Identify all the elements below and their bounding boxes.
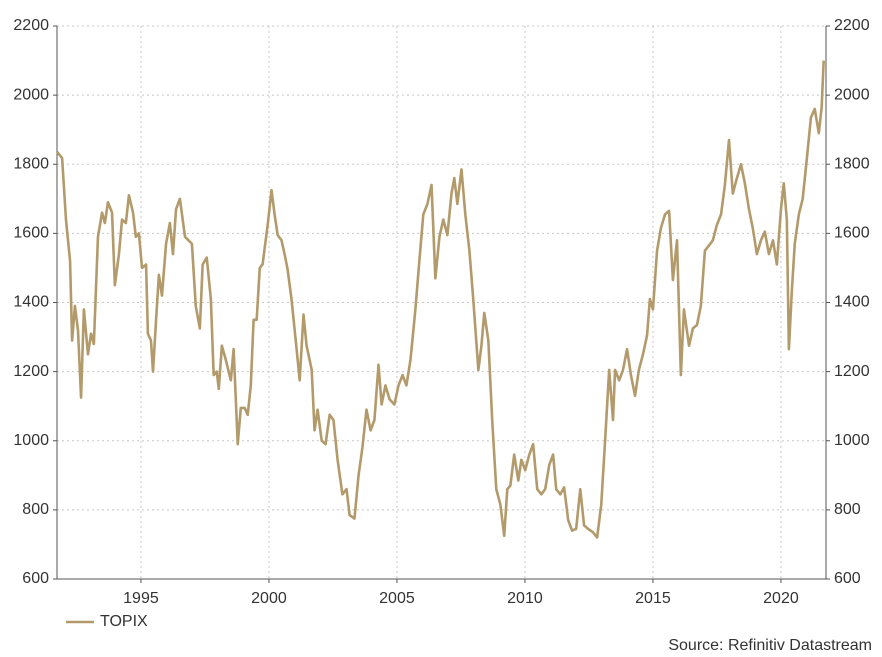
series-line [55,60,825,539]
y-tick-label: 1600 [13,225,49,242]
y-tick-label: 2200 [13,17,49,34]
legend-label: TOPIX [100,613,148,630]
y2-tick-label: 2200 [834,17,870,34]
y2-tick-label: 1400 [834,294,870,311]
source-note: Source: Refinitiv Datastream [668,637,872,654]
y2-tick-label: 800 [834,501,861,518]
y2-tick-label: 1600 [834,225,870,242]
y2-tick-label: 1200 [834,363,870,380]
y-tick-label: 1400 [13,294,49,311]
y2-tick-label: 600 [834,570,861,587]
x-tick-label: 1995 [123,590,159,607]
y-tick-label: 1800 [13,155,49,172]
y-tick-label: 800 [22,501,49,518]
y-tick-label: 2000 [13,86,49,103]
y2-tick-label: 1800 [834,155,870,172]
y2-tick-label: 1000 [834,432,870,449]
x-tick-label: 2020 [763,590,799,607]
x-tick-label: 2000 [251,590,287,607]
y-tick-label: 1200 [13,363,49,380]
x-tick-label: 2010 [507,590,543,607]
x-tick-label: 2005 [379,590,415,607]
y-tick-label: 1000 [13,432,49,449]
y2-tick-label: 2000 [834,86,870,103]
x-tick-label: 2015 [635,590,671,607]
y-tick-label: 600 [22,570,49,587]
